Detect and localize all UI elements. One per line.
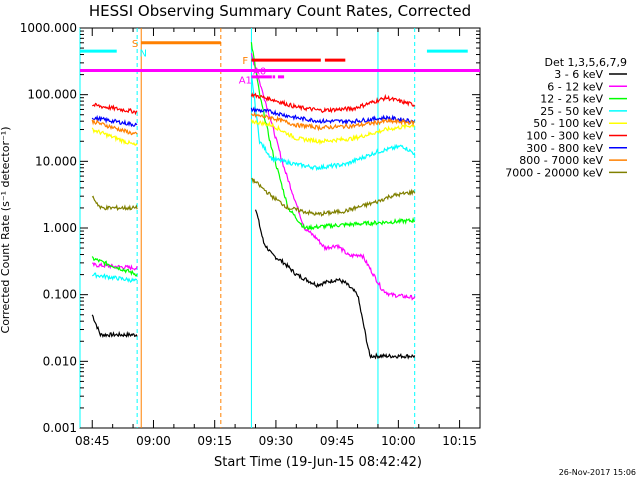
series-line [250,111,415,132]
plot-frame-layer [79,27,481,429]
x-tick-label: 09:30 [259,434,294,448]
series-line [92,102,138,116]
y-tick-label: 10.000 [35,154,77,168]
series-line [91,256,138,277]
x-tick-label: 09:15 [197,434,232,448]
x-axis-label: Start Time (19-Jun-15 08:42:42) [214,455,422,470]
flag-label: N [140,48,147,59]
y-tick-label: 0.010 [43,354,77,368]
flag-label: A1 [239,75,252,86]
y-tick-label: 100.000 [27,88,77,102]
legend-entry-label: 3 - 6 keV [554,68,603,81]
series-line [91,314,138,339]
series-line [91,114,138,128]
legend-entry-label: 25 - 50 keV [540,105,603,118]
legend-entry-label: 12 - 25 keV [540,93,603,106]
series-line [254,209,416,360]
series-layer [91,42,416,360]
legend-entry-label: 800 - 7000 keV [519,154,603,167]
y-tick-label: 0.001 [43,421,77,435]
series-line [251,177,416,217]
legend-entry-label: 100 - 300 keV [526,130,603,143]
chart-title: HESSI Observing Summary Count Rates, Cor… [89,2,471,20]
series-line [250,53,416,301]
flag-label: F [242,56,248,67]
series-line [92,262,138,271]
axis-layer: 0.001 0.010 0.100 1.000 10.000 100.000 1000.00… [20,21,481,448]
series-line [91,272,138,283]
y-axis-label: Corrected Count Rate (s⁻¹ detector⁻¹) [0,127,12,334]
y-tick-label: 1.000 [43,221,77,235]
generation-timestamp: 26-Nov-2017 15:06 [559,468,636,477]
flag-label: S [132,39,138,50]
series-line [91,195,138,212]
legend-entry-label: 300 - 800 keV [526,142,603,155]
series-line [91,118,138,136]
vertical-markers-layer [79,28,416,428]
series-line [250,106,416,125]
x-tick-label: 10:00 [381,434,416,448]
legend-entry-label: 6 - 12 keV [547,80,603,93]
series-line [250,92,416,114]
series-line [250,73,416,172]
legend-header: Det 1,3,5,6,7,9 [544,56,627,69]
legend-entry-label: 50 - 100 keV [533,117,603,130]
x-tick-label: 08:45 [75,434,110,448]
x-tick-label: 09:00 [136,434,171,448]
plot-frame [79,27,481,429]
series-line [250,119,415,146]
y-tick-label: 0.100 [43,288,77,302]
series-line [250,42,416,231]
x-tick-label: 09:45 [320,434,355,448]
flag-label: A0 [253,67,266,78]
legend-entry-label: 7000 - 20000 keV [505,166,603,179]
series-line [91,127,138,146]
y-tick-label: 1000.000 [20,21,77,35]
x-tick-label: 10:15 [442,434,477,448]
